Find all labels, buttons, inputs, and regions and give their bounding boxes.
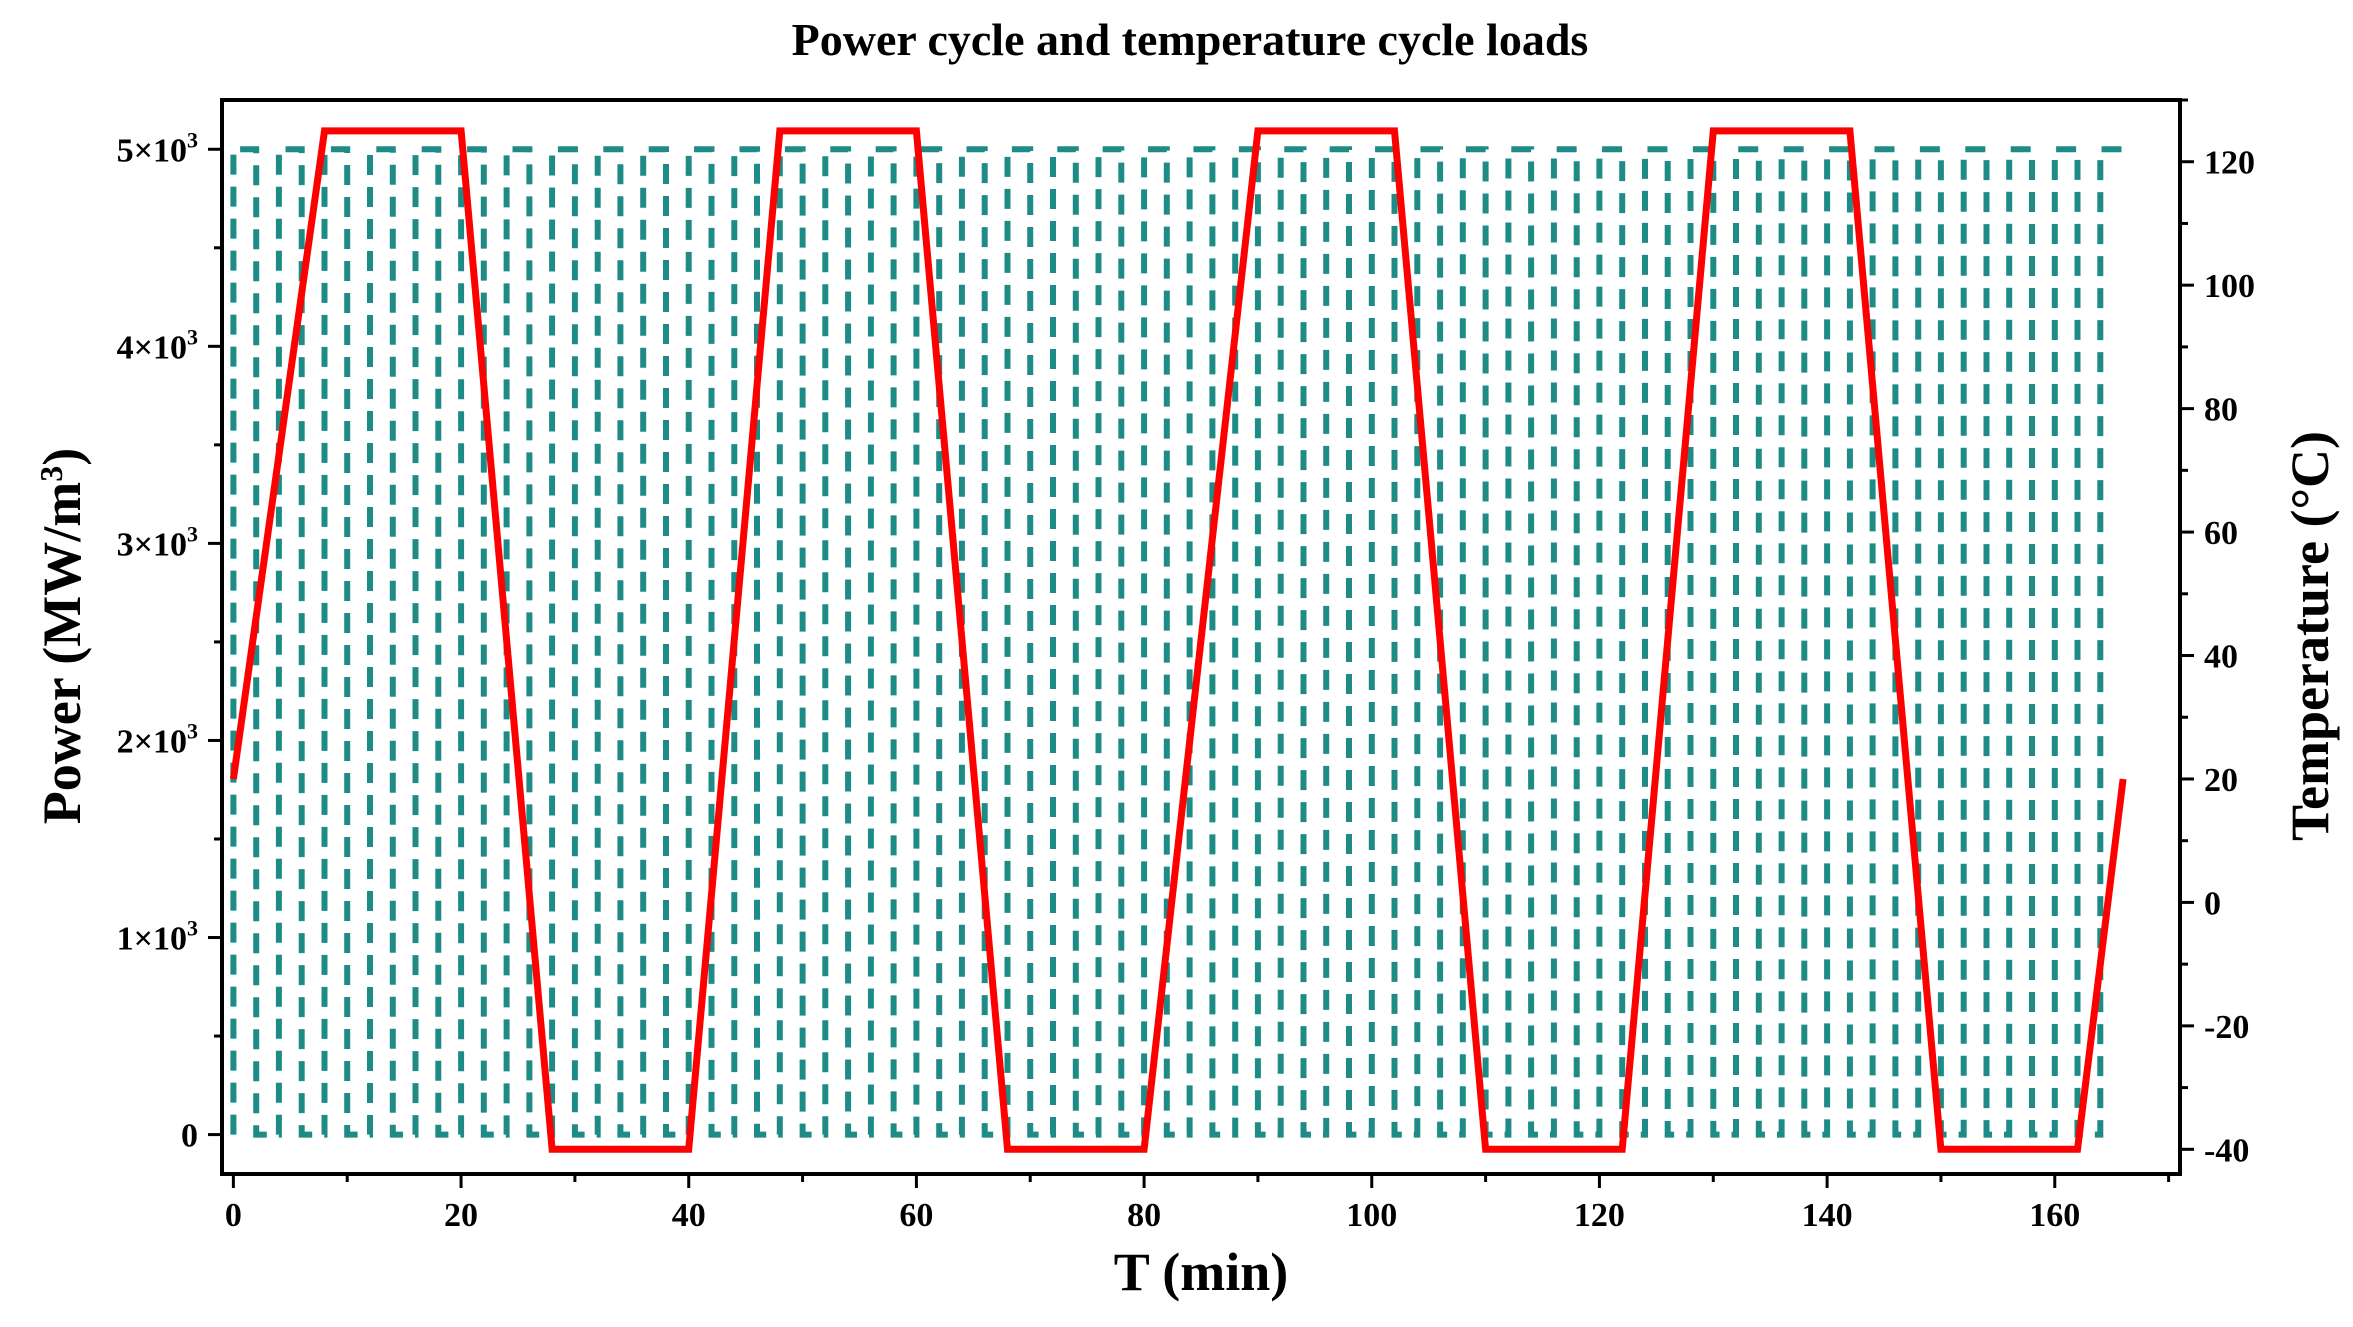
x-tick-label: 20 xyxy=(444,1197,478,1234)
x-tick-label: 100 xyxy=(1346,1197,1397,1234)
plot-frame xyxy=(220,98,2182,1176)
y-left-axis-label-sup: 3 xyxy=(33,466,69,482)
x-tick-label: 60 xyxy=(899,1197,933,1234)
x-tick-label: 80 xyxy=(1127,1197,1161,1234)
power-cycle-line xyxy=(230,146,2124,1138)
y-right-tick-label: 120 xyxy=(2204,145,2255,182)
y-right-tick-label: 80 xyxy=(2204,392,2238,429)
y-left-tick-label: 0 xyxy=(181,1118,198,1155)
power-series xyxy=(230,146,2124,1138)
y-left-axis-label-close: ) xyxy=(32,448,92,466)
y-right-tick-label: 0 xyxy=(2204,885,2221,922)
y-left-tick-label: 4×103 xyxy=(117,324,198,366)
y-right-tick-label: 40 xyxy=(2204,639,2238,676)
y-left-axis-label: Power (MW/m3) xyxy=(32,448,92,824)
y-right-axis-label: Temperature (°C) xyxy=(2280,431,2340,841)
x-tick-label: 160 xyxy=(2029,1197,2080,1234)
y-left-tick-label: 1×103 xyxy=(117,916,198,958)
x-tick-label: 40 xyxy=(672,1197,706,1234)
temperature-series xyxy=(229,127,2127,1153)
y-right-tick-label: -20 xyxy=(2204,1009,2249,1046)
x-tick-label: 120 xyxy=(1574,1197,1625,1234)
y-left-axis-label-main: Power (MW/m xyxy=(32,482,92,824)
x-axis-label: T (min) xyxy=(1114,1242,1289,1302)
temperature-cycle-line xyxy=(229,127,2127,1153)
y-right-tick-label: 60 xyxy=(2204,515,2238,552)
x-axis-ticks: 0 20 40 60 80 100 120 140 160 xyxy=(225,1174,2171,1234)
y-right-tick-label: -40 xyxy=(2204,1132,2249,1169)
x-tick-label: 140 xyxy=(1802,1197,1853,1234)
y-left-tick-label: 3×103 xyxy=(117,521,198,563)
y-right-axis-ticks: -40 -20 0 20 40 60 80 100 120 xyxy=(2180,98,2255,1169)
y-left-axis-ticks: 0 1×103 2×103 3×103 4×103 5×103 xyxy=(117,127,222,1155)
y-right-tick-label: 20 xyxy=(2204,762,2238,799)
y-right-tick-label: 100 xyxy=(2204,268,2255,305)
chart-title: Power cycle and temperature cycle loads xyxy=(792,14,1589,65)
x-tick-label: 0 xyxy=(225,1197,242,1234)
y-left-tick-label: 2×103 xyxy=(117,718,198,760)
y-left-tick-label: 5×103 xyxy=(117,127,198,169)
